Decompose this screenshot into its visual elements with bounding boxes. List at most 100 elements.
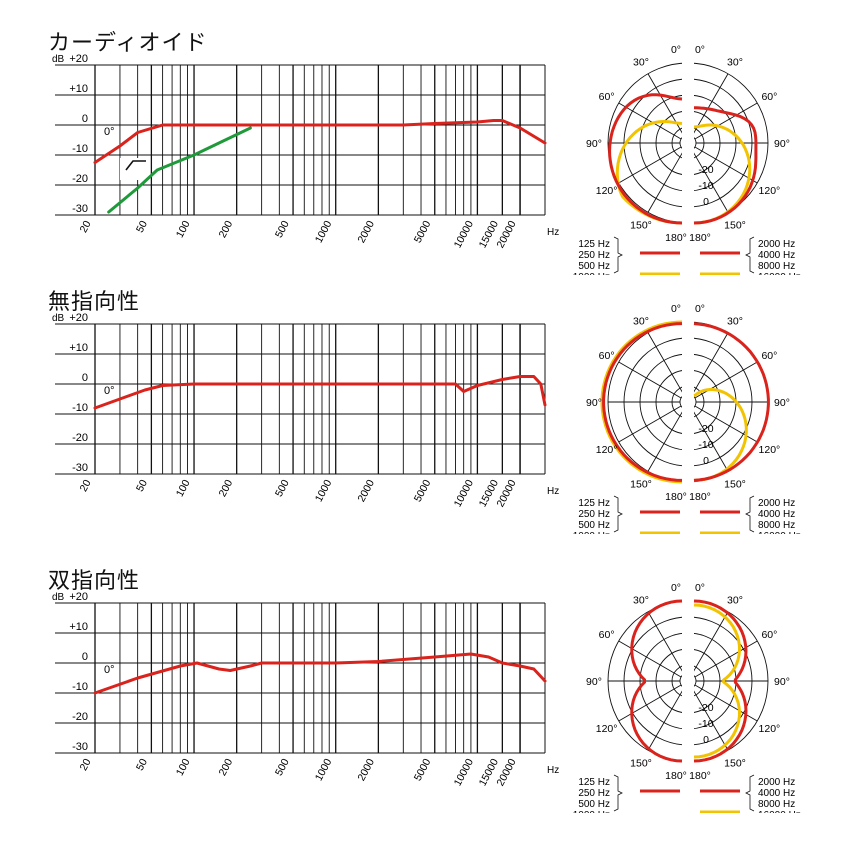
- legend-brace: [613, 774, 623, 812]
- polar-angle-label: 0°: [695, 303, 705, 315]
- polar-angle-label: 90°: [774, 676, 790, 688]
- db-tick-label: 0: [82, 651, 88, 663]
- freq-tick-label: 20: [78, 478, 94, 494]
- polar-grid: [607, 318, 769, 486]
- freq-unit-label: Hz: [547, 227, 559, 238]
- polar-angle-label: 30°: [727, 316, 743, 328]
- polar-angle-label: 30°: [727, 595, 743, 607]
- freq-tick-label: 50: [134, 478, 150, 494]
- series-line-red: [93, 119, 547, 164]
- polar-angle-label: 60°: [599, 91, 615, 103]
- freq-tick-label: 500: [273, 757, 292, 778]
- polar-spoke: [647, 408, 685, 472]
- legend-freq-label: 125 Hz: [578, 777, 610, 788]
- polar-angle-label: 60°: [599, 350, 615, 362]
- polar-angle-label: 120°: [596, 185, 618, 197]
- polar-angle-label: 150°: [724, 478, 746, 490]
- polar-spoke: [618, 640, 682, 678]
- lowcut-bg: [120, 158, 150, 180]
- db-tick-label: +20: [69, 53, 88, 65]
- legend-freq-label: 1000 Hz: [573, 531, 610, 534]
- polar-angle-label: 30°: [727, 57, 743, 69]
- db-unit-label: dB: [52, 313, 65, 324]
- freq-tick-label: 20: [78, 757, 94, 773]
- lowcut-icon: [125, 160, 146, 171]
- legend-freq-label: 16000 Hz: [758, 272, 801, 275]
- db-tick-label: +10: [69, 83, 88, 95]
- polar-spoke: [618, 684, 682, 722]
- legend-freq-label: 500 Hz: [578, 799, 610, 810]
- polar-spoke: [694, 146, 758, 184]
- legend-brace: [613, 495, 623, 533]
- legend-freq-label: 125 Hz: [578, 498, 610, 509]
- freq-tick-label: 500: [273, 219, 292, 240]
- polar-angle-label: 0°: [695, 582, 705, 594]
- db-tick-label: +20: [69, 312, 88, 324]
- polar-split-gap: [682, 318, 694, 486]
- freq-tick-label: 100: [174, 757, 193, 778]
- db-tick-label: -20: [72, 173, 88, 185]
- db-tick-label: +20: [69, 591, 88, 603]
- polar-spoke: [694, 102, 758, 140]
- polar-angle-label: 60°: [761, 350, 777, 362]
- freq-tick-label: 200: [217, 219, 236, 240]
- polar-curve-red: [608, 93, 683, 225]
- legend-freq-label: 8000 Hz: [758, 261, 795, 272]
- polar-angle-label: 0°: [671, 582, 681, 594]
- polar-curve-red: [602, 322, 683, 482]
- legend-brace: [745, 495, 755, 533]
- db-tick-label: -10: [72, 402, 88, 414]
- freq-tick-label: 100: [174, 219, 193, 240]
- polar-curve-yellow: [693, 603, 742, 759]
- polar-curve-red: [693, 599, 748, 763]
- polar-angle-label: 180°: [689, 232, 711, 244]
- freq-tick-label: 2000: [355, 219, 377, 245]
- polar-angle-label: 30°: [633, 316, 649, 328]
- db-unit-label: dB: [52, 54, 65, 65]
- polar-angle-label: 180°: [689, 770, 711, 782]
- freq-unit-label: Hz: [547, 765, 559, 776]
- legend-brace: [745, 236, 755, 274]
- frequency-response-chart: dB +20 +10 0 -10 -20 -30 0° 20 50 100 200 500 1000 200…: [52, 591, 559, 788]
- db-tick-label: +10: [69, 621, 88, 633]
- legend-freq-label: 500 Hz: [578, 520, 610, 531]
- section-cardioid: カーディオイド dB +20 +10 0 -10 -20 -30 0° 20 50 100 200 50…: [0, 25, 850, 305]
- polar-curve-red: [693, 106, 758, 225]
- frequency-response-chart: dB +20 +10 0 -10 -20 -30 0° 20 50 100 200 500 1000 200…: [52, 53, 559, 250]
- legend-freq-label: 125 Hz: [578, 239, 610, 250]
- polar-db-label: 0: [703, 455, 709, 467]
- polar-spoke: [694, 361, 758, 399]
- legend-freq-label: 500 Hz: [578, 261, 610, 272]
- polar-angle-label: 150°: [630, 478, 652, 490]
- legend-freq-label: 4000 Hz: [758, 250, 795, 261]
- polar-angle-label: 90°: [586, 397, 602, 409]
- freq-tick-label: 1000: [313, 757, 335, 783]
- polar-angle-label: 180°: [665, 491, 687, 503]
- polar-angle-label: 180°: [665, 232, 687, 244]
- freq-tick-label: 50: [134, 219, 150, 235]
- polar-db-label: -10: [698, 180, 713, 192]
- freq-tick-label: 50: [134, 757, 150, 773]
- polar-spoke: [647, 332, 685, 396]
- legend-freq-label: 2000 Hz: [758, 239, 795, 250]
- freq-tick-label: 5000: [412, 478, 434, 504]
- polar-angle-label: 120°: [596, 444, 618, 456]
- zero-degree-label: 0°: [104, 385, 115, 397]
- db-tick-label: -30: [72, 741, 88, 753]
- polar-angle-label: 150°: [724, 219, 746, 231]
- polar-spoke: [691, 149, 729, 213]
- polar-angle-label: 150°: [630, 757, 652, 769]
- polar-angle-label: 30°: [633, 595, 649, 607]
- legend-freq-label: 8000 Hz: [758, 520, 795, 531]
- freq-tick-label: 200: [217, 478, 236, 499]
- series-line-red: [93, 652, 547, 695]
- polar-spoke: [691, 408, 729, 472]
- polar-db-label: -20: [698, 702, 713, 714]
- db-tick-label: +10: [69, 342, 88, 354]
- legend-freq-label: 250 Hz: [578, 788, 610, 799]
- polar-spoke: [691, 687, 729, 751]
- freq-tick-label: 5000: [412, 757, 434, 783]
